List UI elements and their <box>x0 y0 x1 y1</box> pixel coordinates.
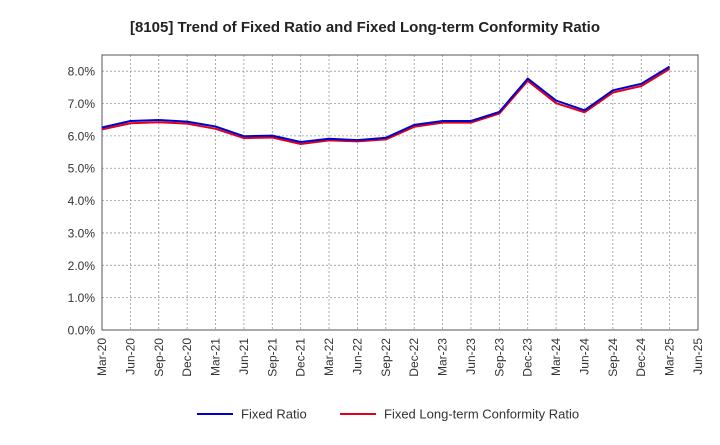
x-tick-label: Jun-25 <box>691 338 705 375</box>
x-tick-label: Mar-21 <box>209 338 223 376</box>
x-tick-label: Jun-24 <box>577 338 591 375</box>
x-tick-label: Mar-23 <box>436 338 450 376</box>
y-tick-label: 2.0% <box>68 259 96 273</box>
plot-frame <box>101 54 699 331</box>
x-tick-label: Dec-20 <box>180 338 194 377</box>
legend-label-fixed-ratio: Fixed Ratio <box>241 407 307 422</box>
x-tick-label: Sep-21 <box>265 338 279 377</box>
chart-title: [8105] Trend of Fixed Ratio and Fixed Lo… <box>130 19 600 36</box>
x-tick-label: Sep-23 <box>492 338 506 377</box>
x-tick-label: Jun-20 <box>123 338 137 375</box>
y-tick-label: 6.0% <box>68 129 96 143</box>
x-tick-label: Mar-22 <box>322 338 336 376</box>
plot-area: 0.0% 1.0% 2.0% 3.0% 4.0% 5.0% 6.0% 7.0% 8.0% Mar-… <box>68 54 705 377</box>
y-tick-label: 8.0% <box>68 65 96 79</box>
legend-label-fixed-long-term-conformity-ratio: Fixed Long-term Conformity Ratio <box>384 407 579 422</box>
series-line-fixed-ratio <box>101 65 671 143</box>
series-line-fixed-long-term-conformity-ratio <box>101 68 671 145</box>
y-tick-label: 7.0% <box>68 97 96 111</box>
y-tick-label: 3.0% <box>68 226 96 240</box>
y-tick-label: 0.0% <box>68 324 96 338</box>
x-tick-label: Dec-23 <box>521 338 535 377</box>
x-tick-label: Mar-25 <box>663 338 677 376</box>
x-tick-label: Sep-22 <box>379 338 393 377</box>
x-tick-label: Dec-22 <box>407 338 421 377</box>
x-tick-label: Mar-20 <box>95 338 109 376</box>
x-tick-label: Dec-24 <box>634 338 648 377</box>
x-tick-label: Dec-21 <box>294 338 308 377</box>
x-tick-label: Mar-24 <box>549 338 563 376</box>
x-tick-label: Sep-20 <box>152 338 166 377</box>
y-tick-label: 1.0% <box>68 291 96 305</box>
x-tick-label: Jun-22 <box>350 338 364 375</box>
y-tick-label: 5.0% <box>68 162 96 176</box>
x-tick-label: Jun-21 <box>237 338 251 375</box>
x-tick-label: Sep-24 <box>606 338 620 377</box>
legend: Fixed Ratio Fixed Long-term Conformity Ra… <box>197 407 579 422</box>
x-tick-label: Jun-23 <box>464 338 478 375</box>
y-tick-label: 4.0% <box>68 194 96 208</box>
